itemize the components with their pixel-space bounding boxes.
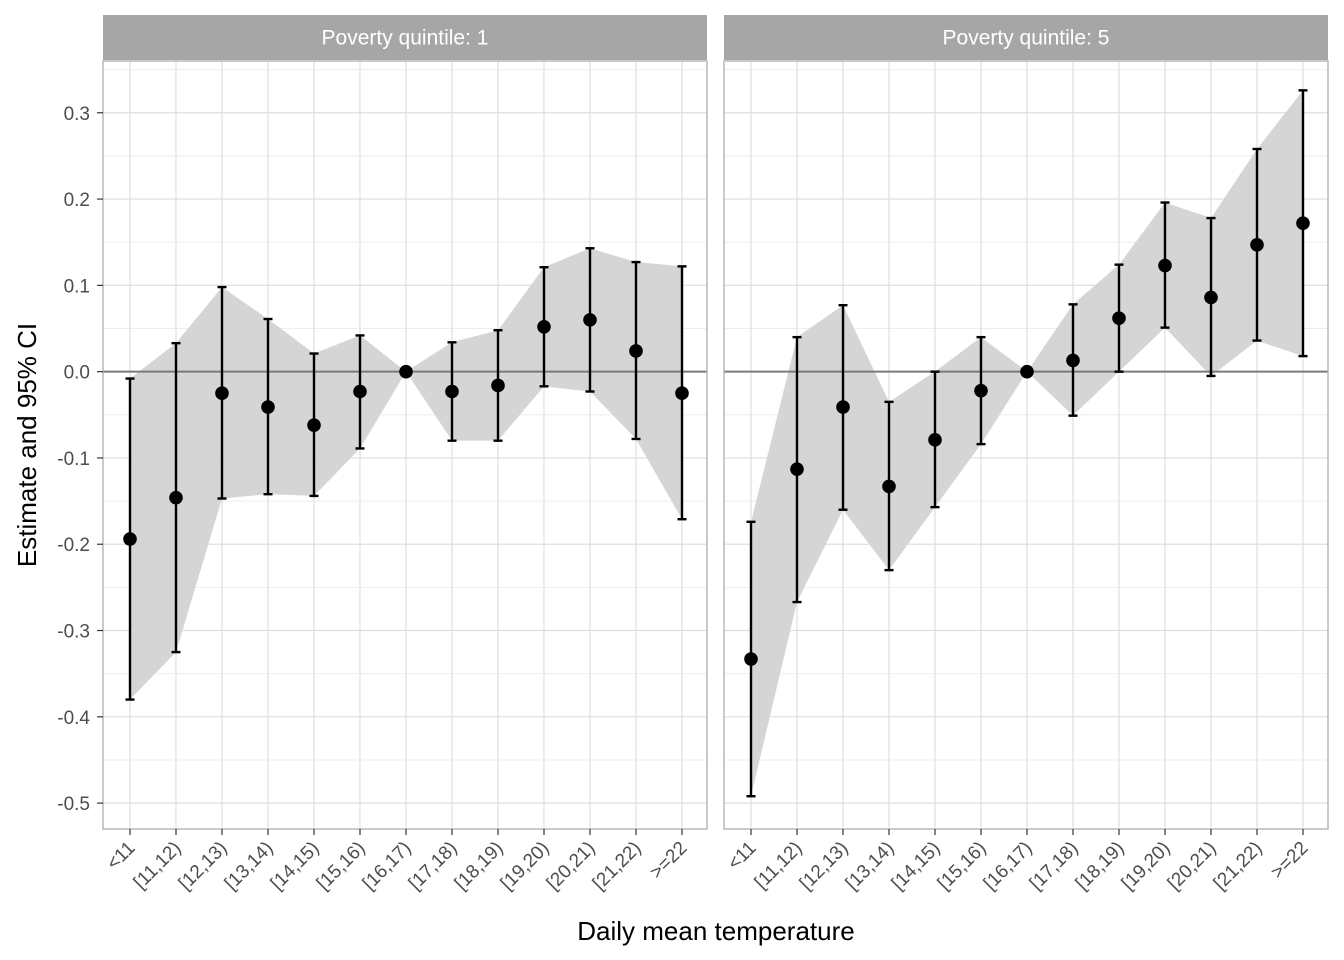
estimate-point [583,313,597,327]
x-tick-label: [17,18) [405,838,462,895]
estimate-point [1296,216,1310,231]
x-tick-label: [15,16) [313,838,370,895]
x-axis-title: Daily mean temperature [577,916,854,946]
x-tick-label: [13,14) [842,838,899,895]
x-tick-label: [21,22) [1210,838,1267,895]
x-tick-label: [19,20) [1118,838,1175,895]
facet-strip [724,15,1328,60]
estimate-point [629,344,643,358]
estimate-point [123,532,137,546]
x-tick-label: <11 [103,838,140,875]
estimate-point [974,383,988,398]
x-tick-label: [15,16) [934,838,991,895]
y-tick-label: -0.1 [57,449,90,470]
estimate-point [491,378,505,393]
x-tick-label: [16,17) [359,838,416,895]
chart-panels: Poverty quintile: 1<11[11,12)[12,13)[13,… [102,15,1329,895]
estimate-point [1020,364,1034,379]
y-tick-label: 0.3 [64,104,90,125]
estimate-point [537,319,551,334]
estimate-point [261,400,275,414]
x-tick-label: [18,19) [1072,838,1129,895]
facet-strip-label: Poverty quintile: 5 [943,27,1110,50]
x-tick-label: [16,17) [980,838,1037,895]
x-tick-label: [11,12) [130,838,186,894]
estimate-point [790,462,804,476]
estimate-point [1158,258,1172,273]
estimate-point [169,490,183,505]
estimate-point [399,364,413,379]
x-tick-label: <11 [724,838,761,875]
panel-border [723,60,1329,830]
x-tick-label: [21,22) [589,838,646,895]
y-tick-label: 0.1 [64,276,90,297]
y-tick-label: -0.4 [57,708,90,729]
x-tick-label: [12,13) [175,838,232,895]
estimate-point [675,386,689,401]
y-tick-label: 0.2 [64,190,90,211]
x-tick-label: [19,20) [497,838,554,895]
x-tick-label: [11,12) [751,838,807,894]
x-tick-label: >=22 [1267,838,1312,883]
estimate-point [928,433,942,447]
x-tick-label: [14,15) [888,838,945,895]
estimate-point [1250,238,1264,252]
y-tick-label: 0.0 [64,363,90,384]
y-tick-label: -0.3 [57,622,90,643]
y-axis: 0.3 0.2 0.1 0.0 -0.1 -0.2 -0.3 -0.4 -0.5 [57,104,103,815]
x-tick-label: [13,14) [221,838,278,895]
x-tick-label: [20,21) [1164,838,1221,895]
facet-panel-2: Poverty quintile: 5 <11[11,12)[12,13)[13,… [723,15,1329,895]
panel-border [102,60,708,830]
estimate-point [1112,311,1126,325]
estimate-point [744,652,758,666]
x-tick-label: [14,15) [267,838,324,895]
y-tick-label: -0.2 [57,535,90,556]
estimate-point [1204,290,1218,305]
x-tick-label: [20,21) [543,838,600,895]
y-tick-label: -0.5 [57,794,90,815]
estimate-point [353,384,367,399]
x-tick-label: [17,18) [1026,838,1083,895]
x-tick-label: [12,13) [796,838,853,895]
estimate-point [445,384,459,399]
facet-strip-label: Poverty quintile: 1 [322,27,489,50]
estimate-point [307,418,321,432]
x-tick-label: [18,19) [451,838,508,895]
facet-panel-1: Poverty quintile: 1 <11[11,12)[12,13)[13,… [102,15,708,895]
estimate-point [882,479,896,494]
estimate-point [836,400,850,414]
y-axis-title: Estimate and 95% CI [12,323,42,567]
facet-strip [103,15,707,60]
estimate-point [1066,353,1080,368]
estimate-point [215,386,229,401]
x-tick-label: >=22 [646,838,691,883]
